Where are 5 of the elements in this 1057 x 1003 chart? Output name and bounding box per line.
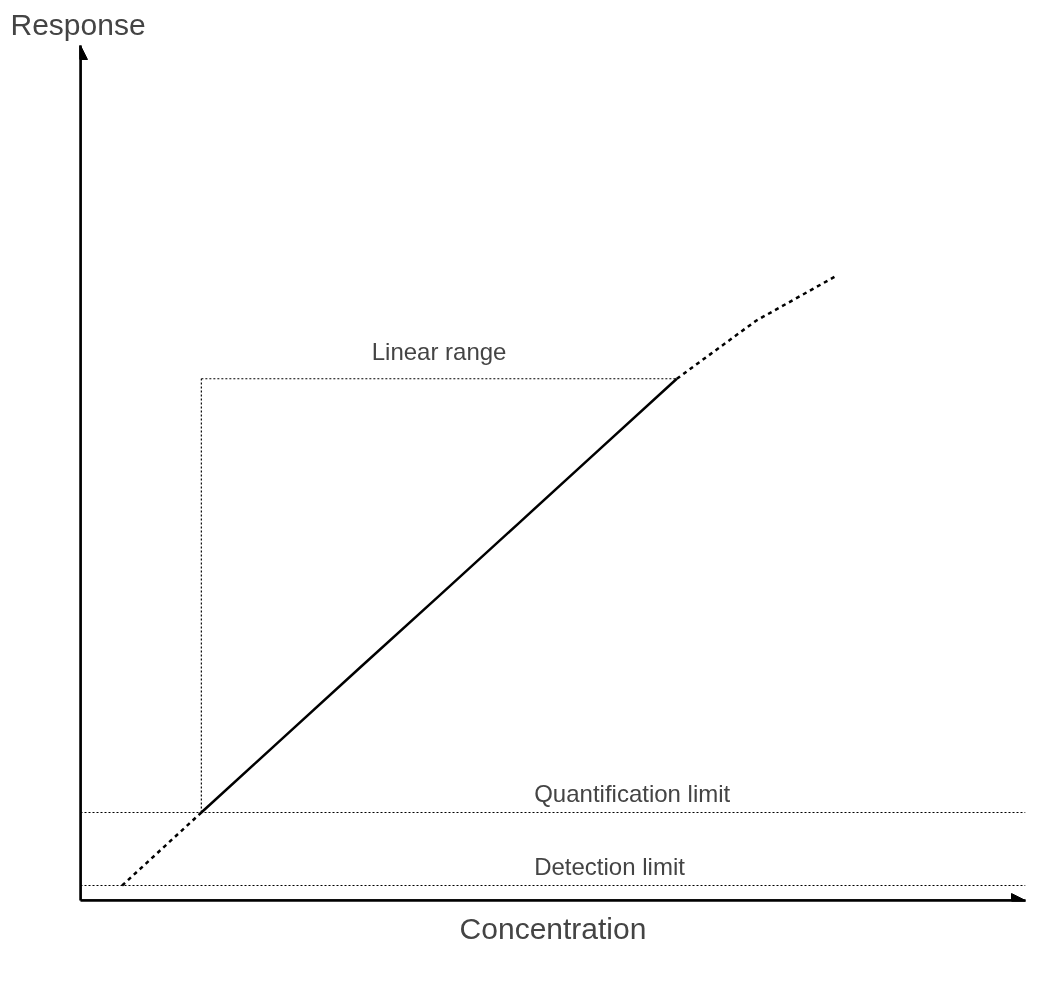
ref-line-label: Quantification limit [534,779,731,807]
x-axis-title: Concentration [459,911,647,945]
ref-line-label: Detection limit [534,852,686,880]
text: Response [10,7,146,41]
annotation: Linear range [371,337,507,365]
